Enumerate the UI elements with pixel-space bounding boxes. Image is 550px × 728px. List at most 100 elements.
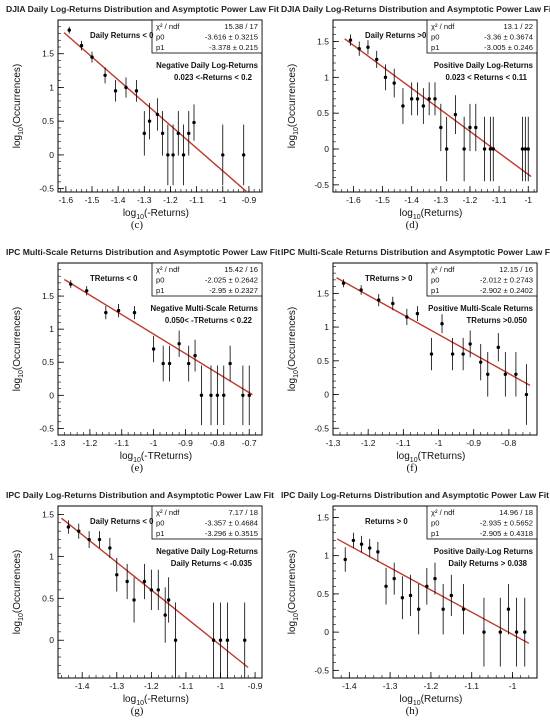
data-point [156, 588, 160, 592]
y-axis-label-sub: 10 [293, 613, 300, 621]
stats-label: p0 [156, 33, 164, 42]
fit-line [64, 278, 253, 396]
x-tick-label: -1.1 [464, 681, 479, 691]
x-tick-label: -1 [217, 681, 225, 691]
data-point [461, 607, 466, 611]
data-point [87, 537, 91, 542]
data-point [433, 576, 437, 581]
x-axis-label-main: log [399, 208, 412, 219]
stats-box [151, 262, 263, 297]
x-tick-label: -0.8 [210, 438, 225, 448]
data-point [453, 112, 458, 117]
y-tick-label: 0 [324, 144, 329, 154]
x-axis-label-main: log [120, 451, 133, 462]
x-tick-label: -1.2 [463, 195, 478, 205]
y-axis-label: log10(Occurrences) [12, 64, 25, 149]
data-point [225, 638, 230, 642]
stats-label: χ² / ndf [431, 22, 455, 31]
y-axis-label-rest: (Occurrences) [12, 307, 23, 370]
x-axis-label-sub: 10 [413, 700, 421, 707]
data-point [222, 393, 226, 398]
data-point [221, 153, 225, 157]
data-point [177, 342, 181, 346]
annotation-label: Positive Daily-Log Returns [434, 547, 534, 556]
x-tick-label: -1.5 [85, 195, 100, 205]
data-point [241, 393, 245, 398]
y-tick-label: 1.5 [42, 291, 54, 301]
x-tick-label: -0.9 [466, 438, 481, 448]
data-point [486, 372, 490, 376]
x-axis-label: log10(Returns) [399, 694, 462, 707]
data-point [166, 598, 171, 602]
annotation-label: Daily Returns > 0.038 [448, 559, 527, 568]
y-tick-label: 1.5 [317, 37, 329, 47]
stats-value: -2.95 ± 0.2327 [209, 286, 258, 295]
data-point [116, 308, 121, 313]
y-tick-label: -0.5 [314, 665, 329, 675]
y-tick-label: -0.5 [314, 423, 329, 433]
data-point [181, 153, 186, 157]
data-point [211, 638, 216, 642]
stats-value: -2.012 ± 0.2743 [480, 276, 533, 285]
data-point [359, 288, 363, 292]
panel-c: DJIA Daily Log-Returns Distribution and … [6, 4, 279, 231]
x-tick-label: -1.6 [346, 195, 361, 205]
x-tick-label: -1.4 [404, 195, 419, 205]
data-point [409, 97, 414, 101]
x-tick-label: -0.9 [248, 681, 263, 691]
annotation-label: TReturns > 0 [365, 274, 413, 283]
x-tick-label: -1.3 [137, 195, 152, 205]
y-axis-label-rest: (Occurrences) [12, 550, 23, 613]
panel-d: DJIA Daily Log-Returns Distribution and … [281, 4, 550, 231]
x-tick-label: -1 [219, 195, 227, 205]
data-point [79, 43, 84, 48]
stats-label: χ² / ndf [156, 508, 180, 517]
stats-value: -3.005 ± 0.246 [484, 43, 533, 52]
data-point [69, 282, 73, 286]
data-point [215, 393, 220, 398]
data-point [90, 55, 94, 59]
data-point [218, 638, 223, 642]
data-point [425, 584, 429, 588]
annotation-label: 0.023 <-Returns < 0.2 [174, 73, 253, 82]
panel-e: IPC Multi-Scale Returns Distribution and… [6, 247, 280, 474]
data-point [503, 372, 508, 376]
y-tick-label: 0.5 [42, 116, 54, 126]
annotation-label: 0.050< -TReturns < 0.22 [165, 316, 253, 325]
y-axis-label-sub: 10 [18, 127, 25, 135]
y-axis-label-rest: (Occurrences) [287, 64, 298, 127]
x-tick-label: -1.4 [111, 195, 126, 205]
stats-value: -2.902 ± 0.2402 [480, 286, 533, 295]
x-axis-label-rest: (-TReturns) [141, 451, 192, 462]
x-tick-label: -1.2 [163, 195, 178, 205]
data-point [348, 38, 353, 42]
data-point [415, 97, 420, 101]
data-point [167, 361, 172, 366]
y-axis-label: log10(Occurrences) [12, 307, 25, 392]
y-tick-label: 1 [49, 551, 54, 561]
stats-box [151, 19, 263, 54]
stats-label: p1 [156, 43, 164, 52]
data-point [523, 630, 527, 634]
data-point [161, 361, 165, 366]
data-point [132, 310, 137, 315]
data-point [155, 112, 160, 117]
data-point [142, 131, 147, 136]
annotation-label: Negative Daily Log-Returns [156, 547, 258, 556]
data-point [421, 104, 426, 108]
y-axis-label-sub: 10 [18, 370, 25, 378]
x-axis-label: log10(-TReturns) [120, 451, 192, 464]
data-point [491, 147, 495, 151]
data-point [125, 579, 129, 584]
panel-title: DJIA Daily Log-Returns Distribution and … [281, 4, 550, 14]
data-point [132, 598, 136, 602]
stats-label: p0 [431, 33, 439, 42]
x-tick-label: -1.2 [361, 438, 376, 448]
panel-h: IPC Daily Log-Returns Distribution and A… [281, 490, 549, 717]
stats-value: -3.357 ± 0.4684 [205, 519, 258, 528]
data-point [468, 342, 472, 346]
y-tick-label: 1 [324, 551, 329, 561]
data-point [526, 147, 530, 151]
panel-g: IPC Daily Log-Returns Distribution and A… [6, 490, 274, 717]
